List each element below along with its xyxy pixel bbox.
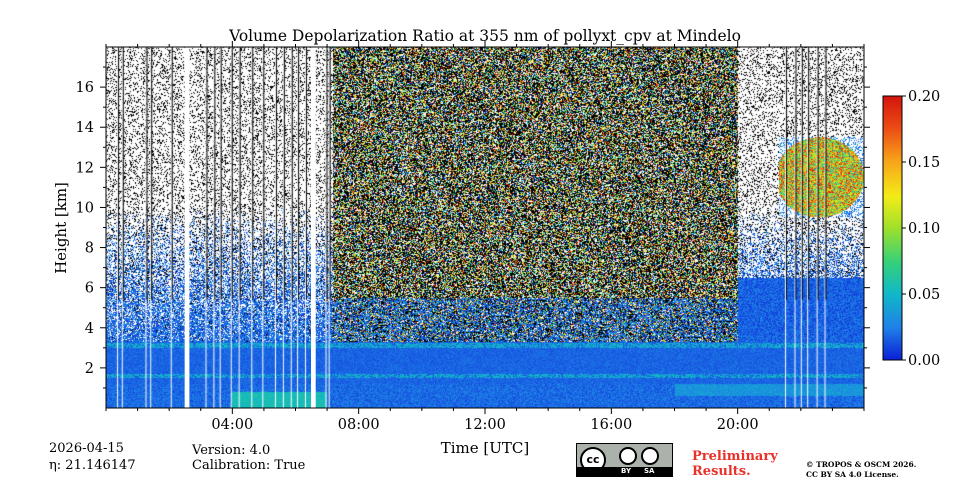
x-tick-label-2: 12:00	[464, 417, 506, 433]
x-axis-label: Time [UTC]	[441, 439, 530, 457]
by-attribution-icon	[619, 447, 637, 465]
sa-label: SA	[644, 467, 655, 475]
y-tick-label-0: 2	[85, 361, 94, 377]
copyright-notice: © TROPOS & OSCM 2026. CC BY SA 4.0 Licen…	[806, 460, 916, 480]
colorbar-ticks: 0.00 0.05 0.10 0.15 0.20	[902, 89, 940, 369]
heatmap-area	[106, 47, 864, 408]
preliminary-line-2: Results.	[692, 464, 751, 479]
data-gap-1	[310, 47, 316, 408]
heatmap-image	[106, 47, 864, 408]
colorbar-tick-label-1: 0.05	[908, 287, 940, 303]
x-tick-label-3: 16:00	[590, 417, 632, 433]
by-label: BY	[621, 467, 632, 475]
copyright-line-1: © TROPOS & OSCM 2026.	[806, 460, 917, 469]
preliminary-notice: Preliminary Results.	[692, 449, 778, 479]
colorbar-tick-label-2: 0.10	[908, 221, 940, 237]
y-tick-label-6: 14	[76, 120, 94, 136]
x-tick-label-0: 04:00	[211, 417, 253, 433]
footer-version: Version: 4.0	[192, 443, 271, 458]
footer-calibration: Calibration: True	[192, 458, 306, 473]
y-axis: 2 4 6 8 10 12 14 16	[76, 66, 870, 389]
x-tick-label-4: 20:00	[717, 417, 759, 433]
data-gap-0	[184, 47, 190, 408]
y-tick-label-2: 6	[85, 281, 94, 297]
footer-eta: η: 21.146147	[49, 458, 136, 473]
cc-logo-bar	[577, 467, 672, 476]
colorbar-tick-label-3: 0.15	[908, 155, 940, 171]
y-tick-label-5: 12	[76, 160, 94, 176]
y-tick-label-3: 8	[85, 241, 94, 257]
copyright-line-2: CC BY SA 4.0 License.	[806, 470, 899, 479]
share-alike-icon	[641, 447, 659, 465]
preliminary-line-1: Preliminary	[692, 449, 778, 464]
y-tick-label-1: 4	[85, 321, 94, 337]
x-axis: 04:00 08:00 12:00 16:00 20:00	[105, 41, 865, 433]
y-axis-label: Height [km]	[52, 182, 70, 274]
chart-title: Volume Depolarization Ratio at 355 nm of…	[228, 27, 741, 45]
cc-license-logo: cc BY SA	[576, 443, 673, 477]
colorbar-tick-label-4: 0.20	[908, 89, 940, 105]
y-tick-label-7: 16	[76, 80, 94, 96]
footer-date: 2026-04-15	[49, 441, 124, 456]
y-tick-label-4: 10	[76, 200, 94, 216]
x-tick-label-1: 08:00	[338, 417, 380, 433]
colorbar	[882, 95, 903, 361]
colorbar-tick-label-0: 0.00	[908, 353, 940, 369]
